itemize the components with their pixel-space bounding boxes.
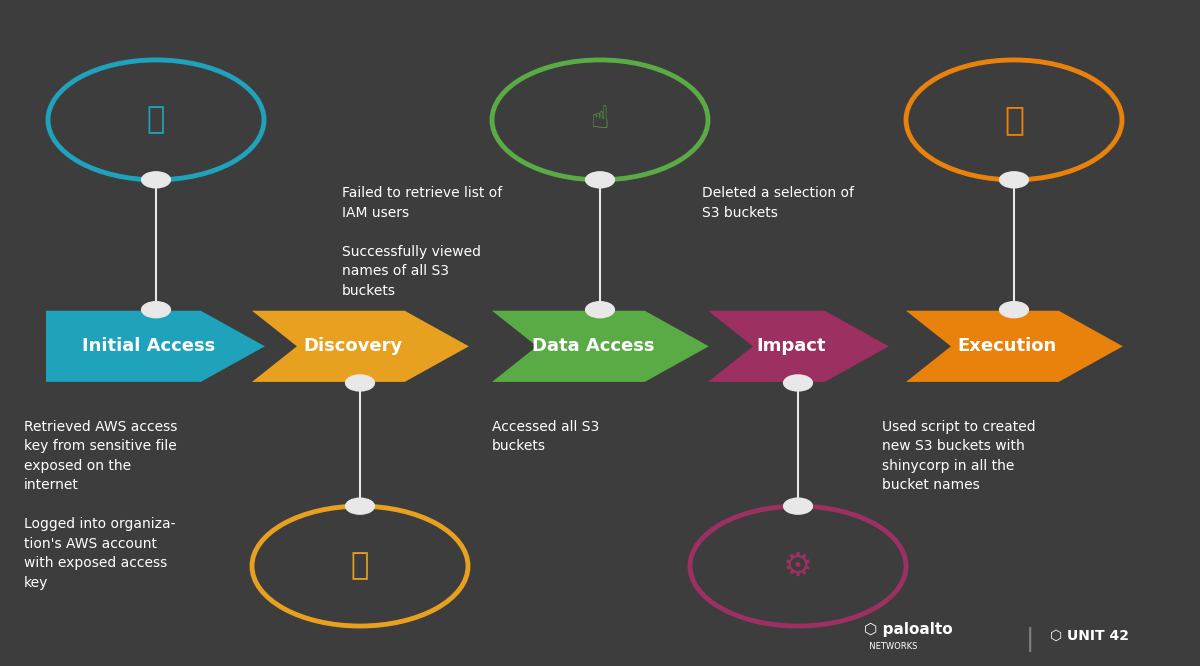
Polygon shape — [706, 310, 892, 383]
Text: 📄: 📄 — [1004, 103, 1024, 137]
Text: Failed to retrieve list of
IAM users

Successfully viewed
names of all S3
bucket: Failed to retrieve list of IAM users Suc… — [342, 186, 503, 298]
Circle shape — [346, 375, 374, 391]
Text: ⬡ paloalto: ⬡ paloalto — [864, 622, 953, 637]
Circle shape — [1000, 302, 1028, 318]
Text: Used script to created
new S3 buckets with
shinycorp in all the
bucket names: Used script to created new S3 buckets wi… — [882, 420, 1036, 492]
Text: ☝: ☝ — [590, 105, 610, 135]
Text: Deleted a selection of
S3 buckets: Deleted a selection of S3 buckets — [702, 186, 854, 220]
Circle shape — [142, 302, 170, 318]
Circle shape — [784, 498, 812, 514]
Text: ⚙: ⚙ — [784, 549, 812, 583]
Text: Accessed all S3
buckets: Accessed all S3 buckets — [492, 420, 599, 453]
Circle shape — [257, 509, 463, 623]
Polygon shape — [490, 310, 710, 383]
Circle shape — [695, 509, 901, 623]
Circle shape — [911, 63, 1117, 177]
Circle shape — [142, 172, 170, 188]
Text: Discovery: Discovery — [304, 337, 403, 356]
Circle shape — [53, 63, 259, 177]
Text: Retrieved AWS access
key from sensitive file
exposed on the
internet

Logged int: Retrieved AWS access key from sensitive … — [24, 420, 178, 589]
Polygon shape — [250, 310, 470, 383]
Text: |: | — [1026, 627, 1034, 652]
Text: Impact: Impact — [756, 337, 826, 356]
Circle shape — [586, 172, 614, 188]
Polygon shape — [46, 310, 266, 383]
Text: Initial Access: Initial Access — [83, 337, 216, 356]
Circle shape — [1000, 172, 1028, 188]
Polygon shape — [902, 310, 1126, 383]
Text: NETWORKS: NETWORKS — [864, 641, 917, 651]
Circle shape — [497, 63, 703, 177]
Text: ⬡ UNIT 42: ⬡ UNIT 42 — [1050, 629, 1129, 643]
Circle shape — [346, 498, 374, 514]
Circle shape — [586, 302, 614, 318]
Text: Data Access: Data Access — [532, 337, 654, 356]
Text: 🔍: 🔍 — [350, 551, 370, 581]
Circle shape — [784, 375, 812, 391]
Text: ⚿: ⚿ — [146, 105, 166, 135]
Text: Execution: Execution — [958, 337, 1057, 356]
